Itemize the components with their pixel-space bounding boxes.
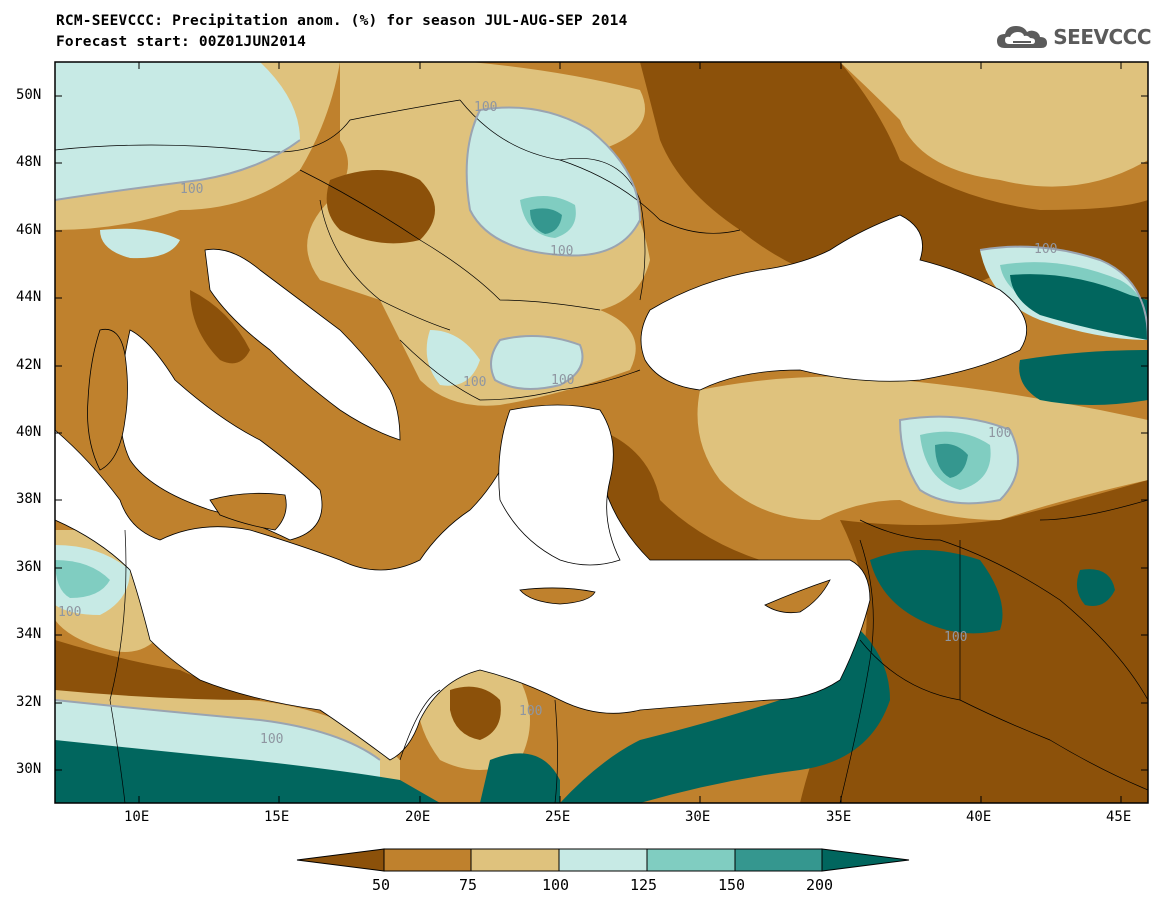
anomaly-field-100-125 <box>100 228 180 259</box>
lon-label: 40E <box>966 809 992 825</box>
colorbar-label: 75 <box>459 876 478 894</box>
lon-ticks <box>138 62 1122 803</box>
anomaly-field-above-200 <box>1010 274 1148 340</box>
colorbar-segment-75-100 <box>470 848 560 872</box>
contour-label: 100 <box>1034 242 1057 257</box>
colorbar-label: 200 <box>806 876 834 894</box>
lat-label: 44N <box>16 289 42 305</box>
contour-100-lines <box>55 106 1148 761</box>
anomaly-field-150-200 <box>530 208 562 234</box>
colorbar-segment-50-75 <box>383 848 472 872</box>
lon-label: 35E <box>826 809 852 825</box>
country-borders <box>55 99 1148 803</box>
anomaly-field-below-50 <box>450 686 501 740</box>
anomaly-field-below-50 <box>598 430 760 565</box>
lat-ticks <box>55 95 1148 771</box>
anomaly-field-100-125 <box>426 330 480 386</box>
sicily <box>209 492 287 531</box>
anomaly-field-above-200 <box>1019 350 1148 405</box>
colorbar-label: 125 <box>630 876 658 894</box>
colorbar <box>296 848 910 872</box>
colorbar-segment-above-200 <box>821 848 910 872</box>
anomaly-field-above-200 <box>480 753 560 803</box>
anomaly-field-75-100 <box>840 62 1148 187</box>
contour-label: 100 <box>551 373 574 388</box>
colorbar-segment-100-125 <box>558 848 648 872</box>
contour-label: 100 <box>550 244 573 259</box>
lon-label: 25E <box>545 809 571 825</box>
lon-label: 15E <box>264 809 290 825</box>
anomaly-field-150-200 <box>935 443 968 478</box>
lon-label: 30E <box>685 809 711 825</box>
anomaly-field-above-200 <box>870 550 1003 634</box>
contour-label: 100 <box>519 704 542 719</box>
contour-label: 100 <box>944 630 967 645</box>
chart-subtitle: Forecast start: 00Z01JUN2014 <box>56 34 307 50</box>
contour-label: 100 <box>988 426 1011 441</box>
lat-label: 40N <box>16 424 42 440</box>
chart-title: RCM-SEEVCCC: Precipitation anom. (%) for… <box>56 13 628 29</box>
anomaly-field-100-125 <box>466 107 640 256</box>
contour-label: 100 <box>463 375 486 390</box>
crete <box>519 587 596 605</box>
contour-label: 100 <box>180 182 203 197</box>
anomaly-field-100-125 <box>55 62 300 200</box>
anomaly-field-below-50 <box>326 170 435 244</box>
contour-label: 100 <box>260 732 283 747</box>
aegean-sea <box>498 404 621 566</box>
lon-label: 20E <box>405 809 431 825</box>
mediterranean-sea <box>55 419 871 761</box>
colorbar-segment-125-150 <box>646 848 736 872</box>
anomaly-field-125-150 <box>55 560 110 598</box>
cloud-icon <box>997 26 1048 48</box>
lon-label: 10E <box>124 809 150 825</box>
lat-label: 32N <box>16 694 42 710</box>
colorbar-label: 150 <box>718 876 746 894</box>
black-sea <box>640 214 1028 391</box>
colorbar-label: 100 <box>542 876 570 894</box>
adriatic-sea <box>204 248 401 441</box>
contour-label: 100 <box>58 605 81 620</box>
lat-label: 48N <box>16 154 42 170</box>
anomaly-field-above-200 <box>55 740 440 803</box>
lat-label: 34N <box>16 626 42 642</box>
logo-text: SEEVCCC <box>1053 25 1151 49</box>
colorbar-segment-below-50 <box>296 848 385 872</box>
lon-label: 45E <box>1106 809 1132 825</box>
anomaly-field-below-50 <box>640 62 1148 300</box>
lat-label: 50N <box>16 87 42 103</box>
tyrrhenian-sea <box>119 329 323 541</box>
cyprus <box>764 579 831 614</box>
lat-label: 38N <box>16 491 42 507</box>
contour-labels: 100 100 100 100 100 100 100 100 100 100 … <box>58 100 1057 747</box>
anomaly-field-above-200 <box>1076 569 1115 606</box>
anomaly-field-below-50 <box>190 290 250 364</box>
colorbar-label: 50 <box>372 876 391 894</box>
sardinia-corsica <box>87 328 128 471</box>
colorbar-segment-150-200 <box>734 848 823 872</box>
lat-label: 36N <box>16 559 42 575</box>
contour-label: 100 <box>474 100 497 115</box>
anomaly-field-100-125 <box>491 336 583 389</box>
lat-label: 42N <box>16 357 42 373</box>
anomaly-field-above-200 <box>560 630 890 803</box>
lat-label: 30N <box>16 761 42 777</box>
seevccc-logo: SEEVCCC <box>995 22 1151 52</box>
anomaly-field-below-50 <box>55 640 260 700</box>
lat-label: 46N <box>16 222 42 238</box>
